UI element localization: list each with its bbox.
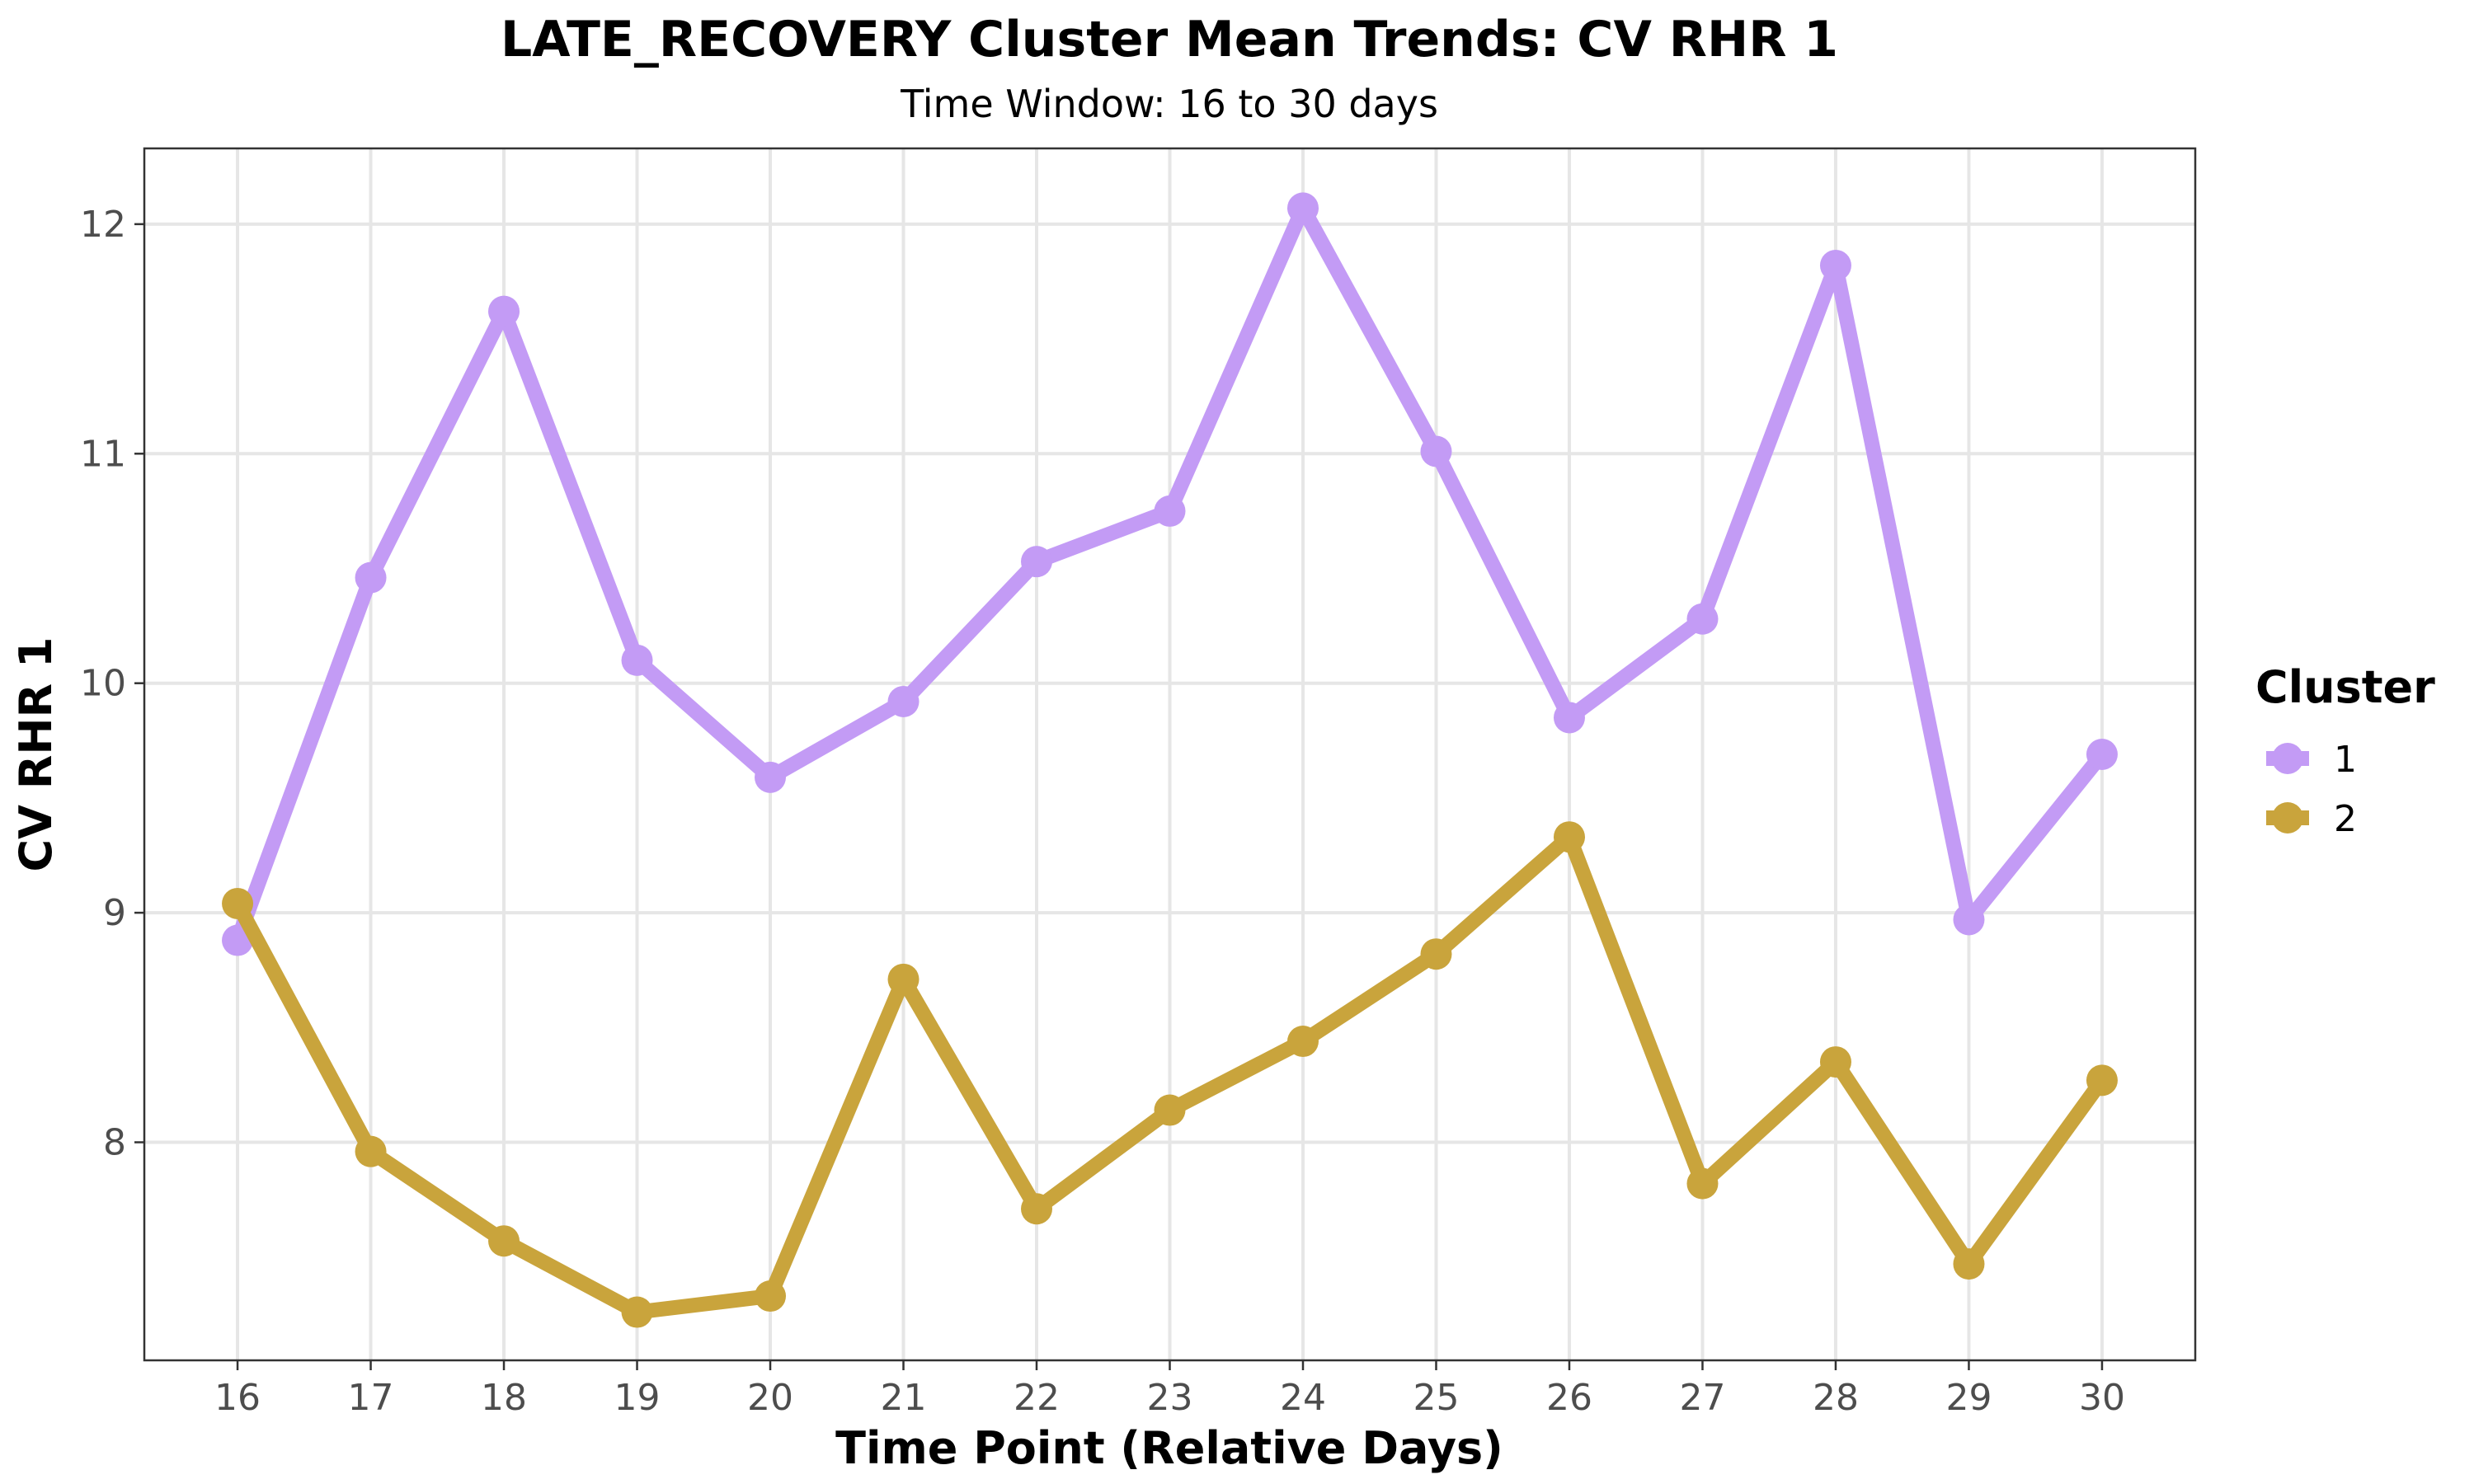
x-tick-label: 23 [1147, 1377, 1193, 1419]
series-layer [222, 192, 2118, 1328]
data-point [355, 1135, 387, 1167]
data-point [887, 685, 920, 717]
data-point [2086, 739, 2118, 770]
data-point [1686, 603, 1719, 635]
series-cluster-2 [222, 821, 2118, 1328]
y-axis-ticks: 8 9 10 11 12 [80, 204, 144, 1164]
data-point [1420, 938, 1452, 970]
data-point [2086, 1064, 2118, 1097]
y-tick-label: 11 [80, 433, 126, 475]
series-cluster-1 [222, 192, 2118, 956]
x-tick-label: 19 [614, 1377, 661, 1419]
data-point [1021, 1193, 1053, 1225]
x-tick-label: 16 [214, 1377, 261, 1419]
y-tick-label: 10 [80, 663, 126, 705]
legend-item-cluster-1: 1 [2266, 739, 2357, 781]
x-tick-label: 20 [747, 1377, 793, 1419]
x-tick-label: 27 [1679, 1377, 1725, 1419]
data-point [488, 295, 520, 327]
x-tick-label: 28 [1813, 1377, 1859, 1419]
data-point [1154, 495, 1186, 527]
legend-keys: 12 [2266, 739, 2357, 840]
data-point [355, 561, 387, 594]
grid-lines [144, 148, 2195, 1360]
legend: Cluster 12 [2255, 661, 2435, 840]
data-point [1953, 904, 1985, 936]
data-point [1286, 1026, 1319, 1058]
data-point [887, 963, 920, 995]
x-tick-label: 18 [481, 1377, 527, 1419]
data-point [1154, 1094, 1186, 1126]
x-tick-label: 29 [1945, 1377, 1992, 1419]
data-point [1553, 821, 1585, 853]
legend-label: 1 [2334, 739, 2357, 781]
data-point [1021, 546, 1053, 578]
data-point [1553, 702, 1585, 734]
legend-item-cluster-2: 2 [2266, 798, 2357, 840]
legend-label: 2 [2334, 798, 2357, 840]
data-point [1953, 1248, 1985, 1280]
x-axis-ticks: 16 17 18 19 20 21 22 23 24 25 26 27 28 29 30 [214, 1360, 2125, 1419]
x-tick-label: 21 [881, 1377, 927, 1419]
x-tick-label: 24 [1280, 1377, 1326, 1419]
data-point [1686, 1167, 1719, 1200]
data-point [488, 1225, 520, 1257]
x-tick-label: 25 [1413, 1377, 1459, 1419]
x-tick-label: 22 [1014, 1377, 1060, 1419]
y-tick-label: 9 [103, 892, 126, 934]
data-point [1819, 1046, 1851, 1078]
legend-title: Cluster [2255, 661, 2435, 713]
data-point [621, 644, 653, 676]
x-tick-label: 17 [348, 1377, 394, 1419]
data-point [755, 1280, 787, 1313]
data-point [1420, 435, 1452, 467]
x-tick-label: 26 [1546, 1377, 1592, 1419]
data-point [621, 1296, 653, 1328]
data-point [755, 761, 787, 793]
plot-panel [143, 147, 2197, 1362]
legend-key-point [2272, 743, 2303, 774]
x-axis-title: Time Point (Relative Days) [835, 1422, 1503, 1474]
y-tick-label: 8 [103, 1122, 126, 1164]
y-axis-title: CV RHR 1 [10, 637, 62, 872]
x-tick-label: 30 [2079, 1377, 2125, 1419]
chart-subtitle: Time Window: 16 to 30 days [900, 82, 1438, 126]
data-point [1819, 249, 1851, 281]
data-point [222, 887, 254, 919]
data-point [1286, 192, 1319, 224]
legend-key-point [2272, 802, 2303, 834]
chart-title: LATE_RECOVERY Cluster Mean Trends: CV RH… [501, 11, 1838, 68]
y-tick-label: 12 [80, 204, 126, 246]
